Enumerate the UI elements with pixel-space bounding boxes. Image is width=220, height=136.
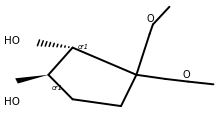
Text: or1: or1	[52, 85, 63, 91]
Text: HO: HO	[4, 97, 20, 107]
Text: HO: HO	[4, 36, 20, 46]
Text: O: O	[182, 69, 190, 80]
Text: or1: or1	[78, 44, 89, 50]
Polygon shape	[15, 75, 48, 84]
Text: O: O	[147, 14, 154, 24]
